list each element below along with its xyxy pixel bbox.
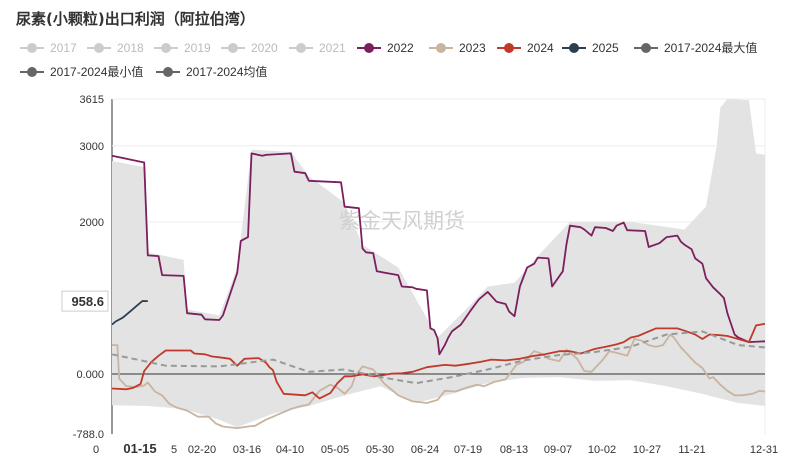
x-tick-label: 12-31 — [750, 444, 778, 456]
legend-marker-2025[interactable] — [569, 43, 579, 53]
x-tick-label: 06-24 — [411, 444, 439, 456]
series-line-2025 — [111, 300, 148, 326]
x-tick-label: 08-13 — [500, 444, 528, 456]
legend-label-2017-2024最小值[interactable]: 2017-2024最小值 — [50, 64, 143, 79]
x-tick-label: 11-21 — [678, 444, 705, 456]
x-tick-label: 05-30 — [366, 444, 394, 456]
legend-label-2020[interactable]: 2020 — [251, 41, 278, 55]
x-tick-label: 04-10 — [276, 444, 304, 456]
min-max-band — [112, 99, 765, 428]
x-tick-label: 07-19 — [454, 444, 482, 456]
y-tick-label: 958.6 — [71, 294, 104, 309]
legend-marker-2017-2024最小值[interactable] — [27, 67, 37, 77]
watermark: 紫金天风期货 — [339, 209, 465, 233]
chart-title: 尿素(小颗粒)出口利润（阿拉伯湾） — [16, 10, 255, 28]
legend-marker-2020[interactable] — [228, 43, 238, 53]
x-tick-label: 5 — [171, 444, 177, 456]
series-line-2024 — [111, 322, 766, 400]
legend-marker-2022[interactable] — [364, 43, 374, 53]
legend-marker-2023[interactable] — [436, 43, 446, 53]
x-tick-label: 01-15 — [123, 441, 156, 456]
series-line-2017-2024均值 — [111, 330, 766, 385]
y-tick-label: 3000 — [80, 141, 104, 153]
legend-label-2024[interactable]: 2024 — [527, 41, 554, 55]
legend-marker-2017[interactable] — [27, 43, 37, 53]
x-tick-label: 02-20 — [188, 444, 216, 456]
x-tick-label: 0 — [93, 444, 99, 456]
legend-label-2017-2024最大值[interactable]: 2017-2024最大值 — [664, 40, 757, 55]
legend-label-2017[interactable]: 2017 — [50, 41, 77, 55]
x-highlight-box — [114, 437, 166, 457]
x-tick-label: 09-07 — [544, 444, 572, 456]
legend-label-2022[interactable]: 2022 — [387, 41, 414, 55]
x-tick-label: 10-02 — [588, 444, 616, 456]
legend-label-2018[interactable]: 2018 — [117, 41, 144, 55]
series-line-2023 — [112, 333, 766, 430]
legend-marker-2024[interactable] — [504, 43, 514, 53]
legend-marker-2017-2024最大值[interactable] — [641, 43, 651, 53]
legend-marker-2017-2024均值[interactable] — [163, 67, 173, 77]
y-highlight-box — [61, 290, 109, 312]
series-line-2022 — [111, 152, 766, 356]
legend-label-2023[interactable]: 2023 — [459, 41, 486, 55]
y-tick-label: 3615 — [80, 94, 104, 106]
legend-label-2021[interactable]: 2021 — [319, 41, 346, 55]
legend-marker-2018[interactable] — [94, 43, 104, 53]
x-tick-label: 10-27 — [633, 444, 661, 456]
y-tick-label: -788.0 — [73, 429, 104, 441]
legend-label-2019[interactable]: 2019 — [184, 41, 211, 55]
legend-marker-2021[interactable] — [296, 43, 306, 53]
y-tick-label: 0.000 — [76, 369, 104, 381]
legend-label-2017-2024均值[interactable]: 2017-2024均值 — [186, 64, 267, 79]
legend-marker-2019[interactable] — [161, 43, 171, 53]
x-tick-label: 03-16 — [233, 444, 261, 456]
x-tick-label: 05-05 — [321, 444, 349, 456]
y-tick-label: 2000 — [80, 217, 104, 229]
legend-label-2025[interactable]: 2025 — [592, 41, 619, 55]
